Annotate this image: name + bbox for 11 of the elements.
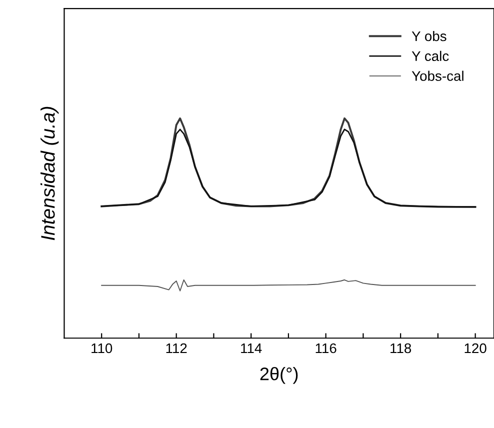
x-tick-label: 114 bbox=[241, 343, 262, 354]
x-tick-label: 120 bbox=[464, 343, 486, 354]
legend-label: Y calc bbox=[412, 50, 449, 62]
legend-label: Y obs bbox=[412, 30, 446, 42]
y-axis-title: Intensidad (u.a) bbox=[40, 106, 59, 240]
x-tick-label: 118 bbox=[390, 343, 412, 354]
x-tick-label: 110 bbox=[92, 343, 112, 354]
legend-label: Yobs-cal bbox=[412, 70, 464, 81]
x-tick-label: 112 bbox=[166, 343, 187, 354]
x-tick-label: 116 bbox=[316, 343, 336, 354]
x-axis-title: 2θ(°) bbox=[260, 367, 298, 384]
